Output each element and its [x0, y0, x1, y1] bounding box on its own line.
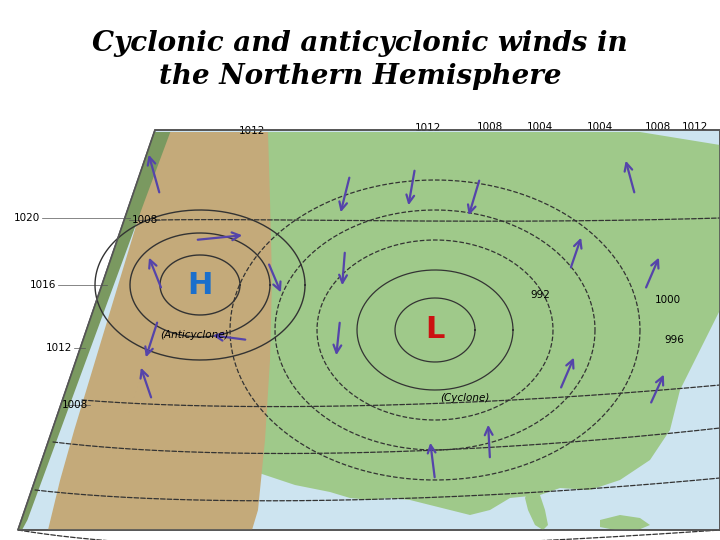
Text: 1016: 1016 [30, 280, 56, 290]
Polygon shape [218, 132, 720, 515]
Text: 1012: 1012 [415, 123, 441, 133]
Text: 1012: 1012 [45, 343, 72, 353]
Text: 1008: 1008 [132, 215, 158, 225]
Text: 992: 992 [530, 290, 550, 300]
Text: (Cyclone): (Cyclone) [441, 393, 490, 403]
Text: 1000: 1000 [655, 295, 681, 305]
Text: H: H [187, 271, 212, 300]
Text: 1020: 1020 [14, 213, 40, 223]
Text: 996: 996 [664, 335, 684, 345]
Text: Cyclonic and anticyclonic winds in
the Northern Hemisphere: Cyclonic and anticyclonic winds in the N… [92, 30, 628, 90]
Polygon shape [18, 132, 171, 530]
Polygon shape [525, 488, 548, 530]
Polygon shape [48, 132, 272, 530]
Text: 1008: 1008 [62, 400, 88, 410]
Text: 1004: 1004 [587, 122, 613, 132]
Text: 1008: 1008 [477, 122, 503, 132]
Text: 1004: 1004 [527, 122, 553, 132]
Text: L: L [426, 315, 445, 345]
Polygon shape [18, 130, 720, 530]
Text: (Anticyclone): (Anticyclone) [161, 330, 229, 340]
Text: 1008: 1008 [645, 122, 671, 132]
Text: 1012: 1012 [239, 126, 265, 136]
Text: 1012: 1012 [682, 122, 708, 132]
Polygon shape [600, 515, 650, 530]
